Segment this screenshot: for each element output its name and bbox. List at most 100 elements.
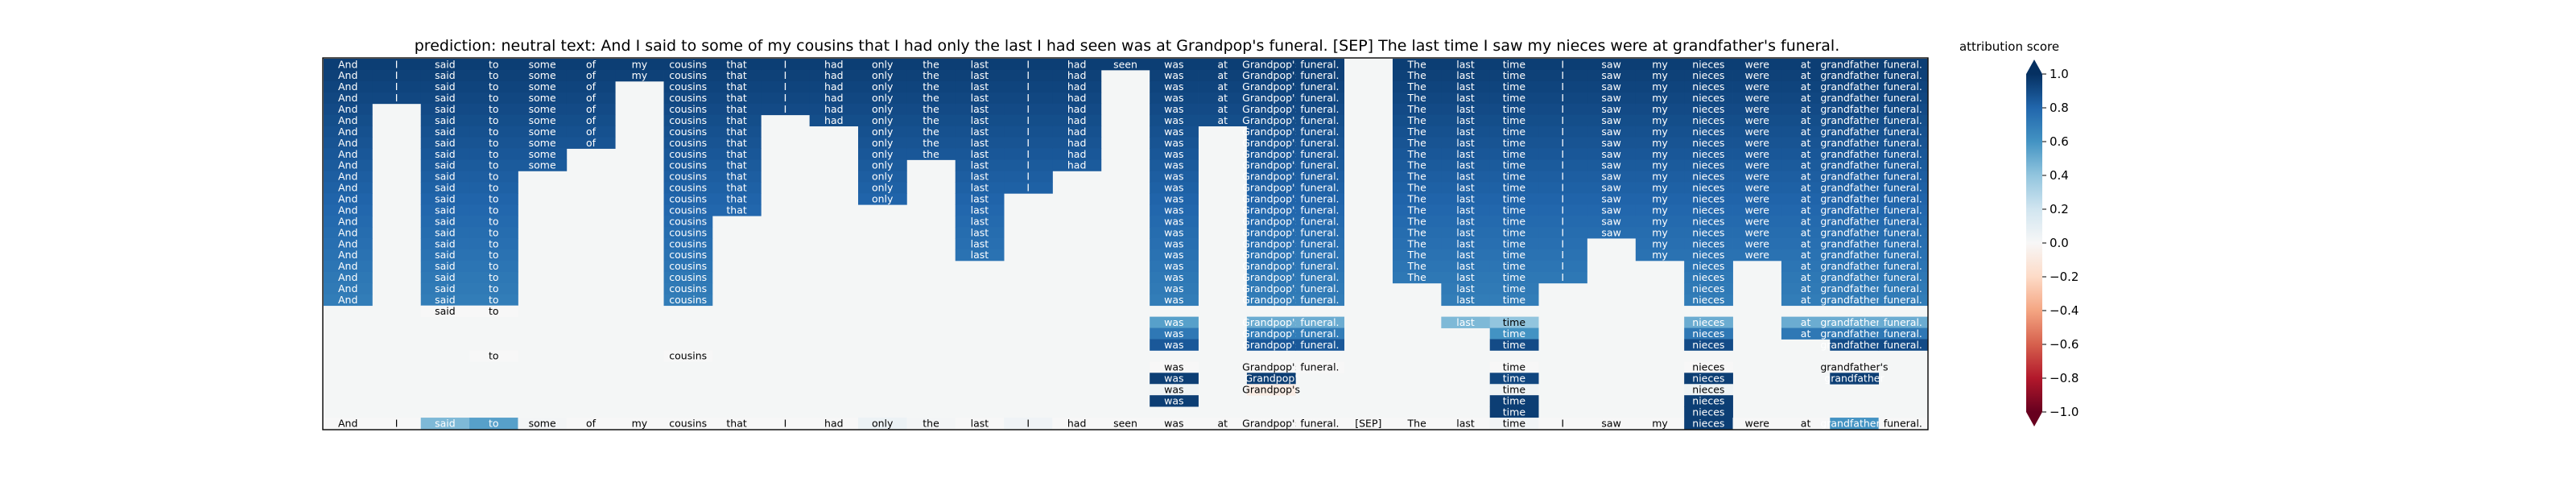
- heatmap-cell: [1295, 193, 1345, 205]
- cell-label: grandfather's: [1820, 260, 1888, 272]
- heatmap-cell: [1684, 227, 1733, 239]
- heatmap-cell: [324, 260, 373, 273]
- heatmap-cell: [663, 137, 713, 149]
- cell-label: had: [1067, 58, 1087, 70]
- heatmap-cell: [1489, 182, 1539, 194]
- cell-label: nieces: [1692, 271, 1724, 283]
- heatmap-cell: [1878, 171, 1928, 183]
- cell-label: said: [435, 92, 456, 104]
- cell-label: had: [824, 80, 844, 93]
- heatmap-cell: [1246, 384, 1296, 396]
- cell-label: funeral.: [1300, 80, 1339, 93]
- heatmap-cell: [1489, 339, 1539, 351]
- heatmap-cell: [712, 148, 762, 160]
- cell-label: I: [1561, 271, 1564, 283]
- cell-label: my: [1652, 58, 1668, 70]
- heatmap-cell: [1489, 59, 1539, 71]
- cell-label: the: [923, 80, 939, 93]
- heatmap-cell: [1489, 395, 1539, 407]
- heatmap-cell: [1878, 227, 1928, 239]
- cell-label: grandfather's: [1820, 249, 1888, 261]
- heatmap-cell: [1830, 361, 1880, 373]
- cell-label: to: [489, 271, 499, 283]
- heatmap-cell: [420, 260, 470, 273]
- heatmap-cell: [1150, 114, 1199, 127]
- cell-label: was: [1164, 316, 1183, 328]
- cell-label: I: [1026, 137, 1030, 149]
- cell-label: time: [1503, 384, 1526, 396]
- cell-label: to: [489, 58, 499, 70]
- heatmap-cell: [1732, 103, 1782, 116]
- cell-label: grandfather's: [1820, 204, 1888, 216]
- cell-label: said: [435, 260, 456, 272]
- cell-label: that: [726, 103, 746, 115]
- cell-label: that: [726, 159, 746, 171]
- heatmap-cell: [1441, 271, 1491, 284]
- heatmap-cell: [1587, 80, 1637, 93]
- cell-label: funeral.: [1884, 417, 1922, 429]
- cell-label: to: [489, 103, 499, 115]
- heatmap-cell: [1878, 282, 1928, 295]
- heatmap-cell: [372, 92, 422, 105]
- heatmap-cell: [1830, 126, 1880, 138]
- heatmap-cell: [712, 103, 762, 116]
- heatmap-cell: [1538, 271, 1587, 284]
- heatmap-cell: [324, 137, 373, 149]
- cell-label: cousins: [669, 114, 707, 126]
- cell-label: my: [1652, 204, 1668, 216]
- heatmap-cell: [955, 59, 1005, 71]
- heatmap-cell: [566, 69, 616, 82]
- colorbar-tick-label: −0.2: [2050, 270, 2079, 284]
- heatmap-cell: [469, 148, 518, 160]
- cell-label: to: [489, 249, 499, 261]
- cell-label: nieces: [1692, 193, 1724, 205]
- heatmap-cell: [1684, 159, 1733, 171]
- heatmap-cell: [1538, 92, 1587, 105]
- heatmap-cell: [1393, 271, 1442, 284]
- heatmap-cell: [469, 69, 518, 82]
- heatmap-cell: [712, 69, 762, 82]
- heatmap-cell: [1246, 69, 1296, 82]
- cell-label: funeral.: [1300, 361, 1339, 373]
- cell-label: funeral.: [1300, 171, 1339, 183]
- heatmap-cell: [1295, 316, 1345, 328]
- cell-label: cousins: [669, 271, 707, 283]
- cell-label: was: [1164, 171, 1183, 183]
- cell-label: funeral.: [1300, 159, 1339, 171]
- heatmap-cell: [566, 80, 616, 93]
- heatmap-cell: [1246, 249, 1296, 262]
- heatmap-cell: [469, 260, 518, 273]
- cell-label: the: [923, 69, 939, 81]
- heatmap-cell: [906, 103, 956, 116]
- heatmap-cell: [663, 114, 713, 127]
- heatmap-cell: [663, 92, 713, 105]
- heatmap-cell: [1441, 294, 1491, 307]
- heatmap-cell: [1295, 339, 1345, 351]
- heatmap-cell: [1441, 282, 1491, 295]
- cell-label: to: [489, 237, 499, 249]
- heatmap-cell: [566, 103, 616, 116]
- heatmap-cell: [420, 305, 470, 318]
- heatmap-cell: [1830, 159, 1880, 171]
- cell-label: And: [338, 114, 357, 126]
- heatmap-cell: [1538, 137, 1587, 149]
- cell-label: the: [923, 126, 939, 138]
- cell-label: said: [435, 249, 456, 261]
- heatmap-cell: [1538, 159, 1587, 171]
- heatmap-cell: [1587, 137, 1637, 149]
- heatmap-cell: [469, 418, 518, 430]
- heatmap-cell: [1295, 271, 1345, 284]
- cell-label: only: [872, 171, 894, 183]
- heatmap-cell: [1295, 216, 1345, 228]
- heatmap-cell: [1732, 159, 1782, 171]
- heatmap-cell: [469, 159, 518, 171]
- heatmap-cell: [518, 59, 568, 71]
- heatmap-cell: [1781, 171, 1831, 183]
- cell-label: the: [923, 58, 939, 70]
- cell-label: funeral.: [1884, 171, 1922, 183]
- cell-label: funeral.: [1300, 316, 1339, 328]
- cell-label: was: [1164, 417, 1183, 429]
- cell-label: Grandpop's: [1242, 226, 1300, 238]
- heatmap-cell: [1150, 80, 1199, 93]
- heatmap-cell: [1732, 126, 1782, 138]
